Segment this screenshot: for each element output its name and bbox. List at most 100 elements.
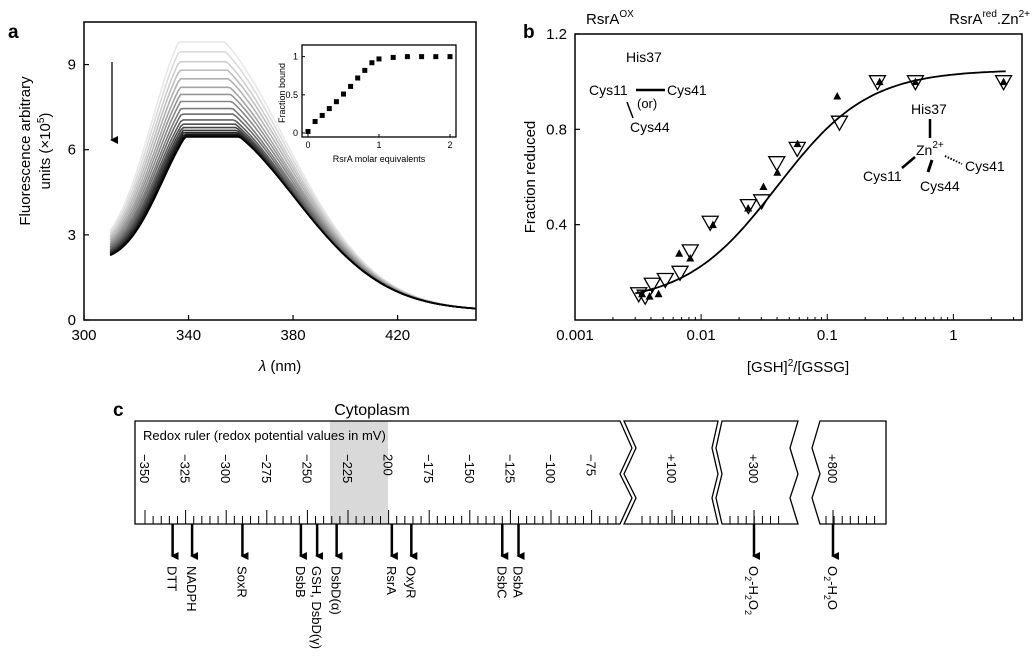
inset-point: [447, 54, 453, 60]
disulfide-alt-line: [626, 101, 634, 119]
open-triangle-point: [739, 198, 758, 215]
red-his37: His37: [911, 101, 947, 117]
panel-b-points: [629, 75, 1013, 306]
redox-marker-label: NADPH: [184, 566, 199, 612]
panel-b-ytick-label: 0.4: [546, 217, 567, 234]
panel-a-ytick-label: 6: [68, 142, 76, 159]
cys41-zn-bond: [944, 155, 963, 165]
rsra-red-label: RsrAred.Zn2+: [949, 9, 1030, 28]
panel-b-ylabel: Fraction reduced: [522, 121, 539, 234]
ruler-tick-label: −75: [584, 454, 599, 476]
panel-a-spectra: [109, 41, 477, 310]
filled-triangle-point: [744, 203, 753, 212]
redox-marker-label: DsbC: [494, 566, 509, 599]
inset-point: [305, 128, 311, 134]
filled-triangle-point: [793, 139, 802, 148]
inset-point: [419, 54, 425, 60]
panel-a-inset: Fraction bound RsrA molar equivalents 0 1…: [277, 44, 457, 164]
panel-a-ytick-label: 3: [68, 227, 76, 244]
filled-triangle-point: [759, 182, 768, 191]
cytoplasm-label: Cytoplasm: [334, 402, 410, 419]
red-cys41: Cys41: [965, 158, 1005, 174]
inset-ytick-label: 0: [293, 128, 298, 138]
panel-a-axis-ticks: 300 340 380 420 0 3 6 9: [68, 57, 410, 344]
panel-a-ylabel-2: units (×105): [36, 113, 54, 190]
inset-point: [333, 99, 339, 105]
o2-h2o-label: O2-H2O: [822, 566, 840, 610]
spectrum-line: [109, 107, 477, 310]
ruler-tick-label: −325: [178, 454, 193, 483]
inset-point: [369, 60, 375, 66]
filled-triangle-point: [686, 254, 695, 262]
open-triangle-point: [767, 156, 786, 173]
o2-h2o2-label: O2-H2O2: [743, 566, 761, 615]
inset-ytick-label: 1: [293, 52, 298, 62]
inset-point: [312, 119, 318, 125]
ox-cys41: Cys41: [667, 82, 707, 98]
filled-triangle-point: [773, 168, 782, 176]
ruler-segment-3: [715, 420, 799, 525]
inset-point: [390, 54, 396, 60]
ruler-tick-label: +800: [825, 454, 840, 483]
filled-triangle-point: [911, 77, 920, 86]
ruler-markers: DTT NADPH SoxR DsbB GSH, DsbD(γ) DsbD(α) RsrA O…: [165, 524, 526, 649]
inset-point: [355, 75, 361, 81]
open-triangle-point: [643, 277, 662, 294]
inset-axis-ticks: 0 1 2 0 0.5 1: [285, 52, 452, 150]
redox-marker-label: GSH, DsbD(γ): [309, 566, 324, 649]
ruler-tick-label: −225: [340, 454, 355, 483]
redox-marker-label: DsbD(α): [329, 566, 344, 615]
ruler-ticks: −350 −325 −300 −275 −250 −225 200 −175 −150 −125 −…: [137, 454, 876, 524]
filled-triangle-point: [645, 292, 654, 300]
open-triangle-point: [681, 244, 700, 261]
filled-triangle-point: [708, 220, 717, 229]
panel-b-xlabel: [GSH]2/[GSSG]: [747, 358, 849, 376]
panel-a-label: a: [8, 22, 19, 43]
filled-triangle-point: [875, 77, 884, 86]
red-cys11: Cys11: [863, 168, 902, 184]
inset-point: [362, 67, 368, 73]
open-triangle-point: [994, 75, 1013, 91]
open-triangle-point: [752, 194, 771, 211]
panel-b-xtick-label: 1: [949, 327, 957, 344]
ruler-tick-label: 200: [381, 454, 396, 476]
ruler-segment-4: [811, 420, 887, 525]
oxidized-schematic: His37 Cys11 Cys41 (or) Cys44: [589, 49, 707, 135]
inset-point: [319, 112, 325, 118]
filled-triangle-point: [999, 77, 1008, 86]
ox-or: (or): [637, 96, 657, 111]
red-cys44: Cys44: [920, 178, 960, 194]
filled-triangle-point: [638, 289, 647, 298]
ruler-tick-label: −150: [462, 454, 477, 483]
panel-a-xtick-label: 420: [385, 327, 410, 344]
panel-b-ytick-label: 1.2: [546, 26, 567, 43]
open-triangle-point: [670, 265, 690, 282]
ruler-segment-main: [134, 420, 633, 525]
ox-his37: His37: [626, 49, 662, 65]
inset-point: [341, 91, 346, 97]
filled-triangle-point: [654, 289, 663, 298]
redox-marker-label: DsbA: [511, 566, 526, 598]
panel-a-ytick-label: 0: [68, 312, 76, 329]
inset-xtick-label: 0: [305, 140, 310, 150]
inset-ylabel: Fraction bound: [277, 63, 287, 123]
rsra-ox-label: RsrAOX: [586, 9, 634, 28]
ruler-tick-label: −275: [259, 454, 274, 483]
panel-b-xtick-label: 0.001: [556, 327, 594, 344]
panel-b-chart: b 0.001 0.01 0.1 1 0.4 0.8 1.2 Fraction reduce…: [522, 9, 1030, 376]
filled-triangle-point: [833, 91, 842, 100]
inset-xlabel: RsrA molar equivalents: [333, 154, 426, 164]
inset-ytick-label: 0.5: [285, 90, 298, 100]
panel-a-ytick-label: 9: [68, 57, 76, 74]
panel-a-xtick-label: 340: [176, 327, 201, 344]
open-triangle-point: [656, 272, 675, 289]
cys11-zn-bond: [901, 156, 916, 169]
inset-xtick-label: 1: [376, 140, 381, 150]
panel-c-label: c: [113, 400, 124, 421]
ox-cys11: Cys11: [589, 82, 628, 98]
red-zn: Zn2+: [916, 140, 944, 158]
open-triangle-point: [906, 75, 925, 91]
open-triangle-point: [830, 115, 849, 132]
ruler-tick-label: −300: [218, 454, 233, 483]
